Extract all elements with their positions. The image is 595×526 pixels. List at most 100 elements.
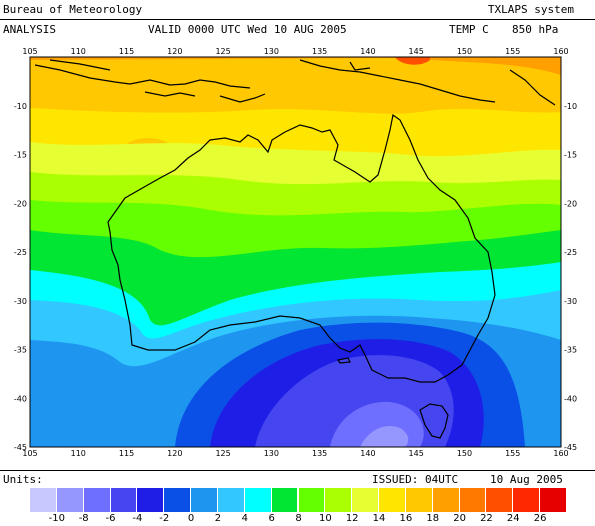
- colorbar-swatch-6: [191, 488, 217, 512]
- colorbar-label-10: 10: [318, 513, 332, 524]
- issued-date: 10 Aug 2005: [490, 473, 563, 486]
- lon-tick-top-8: 145: [409, 47, 424, 56]
- kangaroo-island: [337, 357, 351, 364]
- lat-tick-right-3: -25: [564, 248, 577, 257]
- lon-tick-top-0: 105: [22, 47, 37, 56]
- lesser-sunda-coast: [144, 91, 196, 97]
- lon-tick-top-7: 140: [360, 47, 375, 56]
- lon-tick-top-2: 115: [119, 47, 134, 56]
- lat-tick-left-3: -25: [14, 248, 27, 257]
- agency-title: Bureau of Meteorology: [3, 3, 143, 16]
- lat-tick-left-0: -10: [14, 102, 27, 111]
- colorbar-swatch-10: [298, 488, 325, 512]
- lat-tick-left-2: -20: [14, 199, 27, 208]
- colorbar-swatch-8: [244, 488, 271, 512]
- temperature-map: 105 105 110 110 115 115 120 120 125 125 130 130 135 1…: [14, 47, 577, 458]
- lon-tick-top-11: 160: [553, 47, 568, 56]
- lat-tick-right-5: -35: [564, 346, 577, 355]
- colorbar-swatch-4: [137, 488, 164, 512]
- colorbar-swatch-12: [352, 488, 379, 512]
- lat-tick-right-0: -10: [564, 102, 577, 111]
- lon-tick-top-4: 125: [215, 47, 230, 56]
- lon-tick-bottom-5: 130: [264, 449, 279, 458]
- lon-tick-bottom-9: 150: [457, 449, 472, 458]
- lon-tick-bottom-8: 145: [409, 449, 424, 458]
- colorbar-label-13: 16: [399, 513, 413, 524]
- australia-coast: [107, 113, 496, 383]
- map-frame: [29, 56, 562, 448]
- colorbar-label-7: 4: [241, 513, 248, 524]
- colorbar: [30, 488, 567, 512]
- units-label: Units:: [3, 473, 43, 486]
- solomon-coast: [509, 69, 556, 106]
- java-coast: [34, 64, 251, 89]
- colorbar-label-11: 12: [345, 513, 359, 524]
- header-rule: [0, 19, 595, 20]
- timor-coast: [219, 93, 266, 103]
- colorbar-swatch-13: [379, 488, 405, 512]
- lon-tick-bottom-3: 120: [167, 449, 182, 458]
- colorbar-label-3: -4: [132, 513, 143, 524]
- colorbar-swatch-7: [217, 488, 244, 512]
- lon-tick-bottom-4: 125: [215, 449, 230, 458]
- footer-rule: [0, 470, 595, 471]
- colorbar-swatch-17: [486, 488, 513, 512]
- colorbar-swatch-3: [110, 488, 137, 512]
- colorbar-swatch-9: [271, 488, 298, 512]
- lon-tick-bottom-7: 140: [360, 449, 375, 458]
- colorbar-label-6: 2: [214, 513, 222, 524]
- lat-tick-right-1: -15: [564, 151, 577, 160]
- lon-tick-bottom-10: 155: [505, 449, 520, 458]
- lat-tick-left-7: -45: [14, 443, 27, 452]
- colorbar-label-9: 8: [295, 513, 302, 524]
- field-name: TEMP C: [449, 23, 489, 36]
- colorbar-swatch-16: [459, 488, 486, 512]
- lon-tick-top-3: 120: [167, 47, 182, 56]
- colorbar-label-8: 6: [268, 513, 275, 524]
- lon-tick-bottom-6: 135: [312, 449, 327, 458]
- colorbar-swatch-1: [56, 488, 83, 512]
- lat-tick-right-7: -45: [564, 443, 577, 452]
- new-guinea-coast: [299, 59, 496, 103]
- colorbar-label-16: 22: [480, 513, 493, 524]
- aru-islands: [349, 61, 371, 71]
- colorbar-label-2: -6: [105, 513, 116, 524]
- lat-tick-left-6: -40: [14, 394, 27, 403]
- colorbar-swatch-15: [432, 488, 459, 512]
- system-title: TXLAPS system: [487, 3, 574, 16]
- colorbar-label-14: 18: [426, 513, 440, 524]
- axis-ticks: 105 105 110 110 115 115 120 120 125 125 130 130 135 1…: [14, 47, 577, 458]
- lat-tick-left-4: -30: [14, 297, 27, 306]
- colorbar-label-5: 0: [187, 513, 195, 524]
- lon-tick-top-1: 110: [71, 47, 86, 56]
- lon-tick-top-6: 135: [312, 47, 327, 56]
- colorbar-swatch-0: [30, 488, 56, 512]
- lon-tick-bottom-1: 110: [71, 449, 86, 458]
- colorbar-label-0: -10: [48, 513, 66, 524]
- colorbar-labels: -10 -8 -6 -4 -2 0 2 4 6 8 10 12 14 16 18 20 22 24 26: [30, 514, 567, 526]
- colorbar-swatch-11: [325, 488, 352, 512]
- colorbar-label-17: 24: [506, 513, 520, 524]
- lat-tick-right-2: -20: [564, 199, 577, 208]
- colorbar-label-4: -2: [159, 513, 170, 524]
- issued-time: ISSUED: 04UTC: [372, 473, 459, 486]
- level-label: 850 hPa: [512, 23, 559, 36]
- colorbar-swatch-2: [83, 488, 110, 512]
- lon-tick-top-10: 155: [505, 47, 520, 56]
- lon-tick-bottom-0: 105: [22, 449, 37, 458]
- colorbar-label-18: 26: [533, 513, 547, 524]
- colorbar-swatch-5: [164, 488, 191, 512]
- sumatra-coast: [49, 59, 111, 71]
- lat-tick-right-4: -30: [564, 297, 577, 306]
- lon-tick-top-9: 150: [457, 47, 472, 56]
- valid-time: VALID 0000 UTC Wed 10 AUG 2005: [148, 23, 347, 36]
- colorbar-swatch-14: [405, 488, 432, 512]
- lon-tick-top-5: 130: [264, 47, 279, 56]
- band-20: [30, 57, 561, 75]
- lat-tick-left-1: -15: [14, 151, 27, 160]
- band-2-west: [30, 357, 140, 447]
- band-m8: [360, 426, 409, 447]
- lat-tick-right-6: -40: [564, 394, 577, 403]
- lon-tick-bottom-2: 115: [119, 449, 134, 458]
- band-22: [395, 57, 430, 65]
